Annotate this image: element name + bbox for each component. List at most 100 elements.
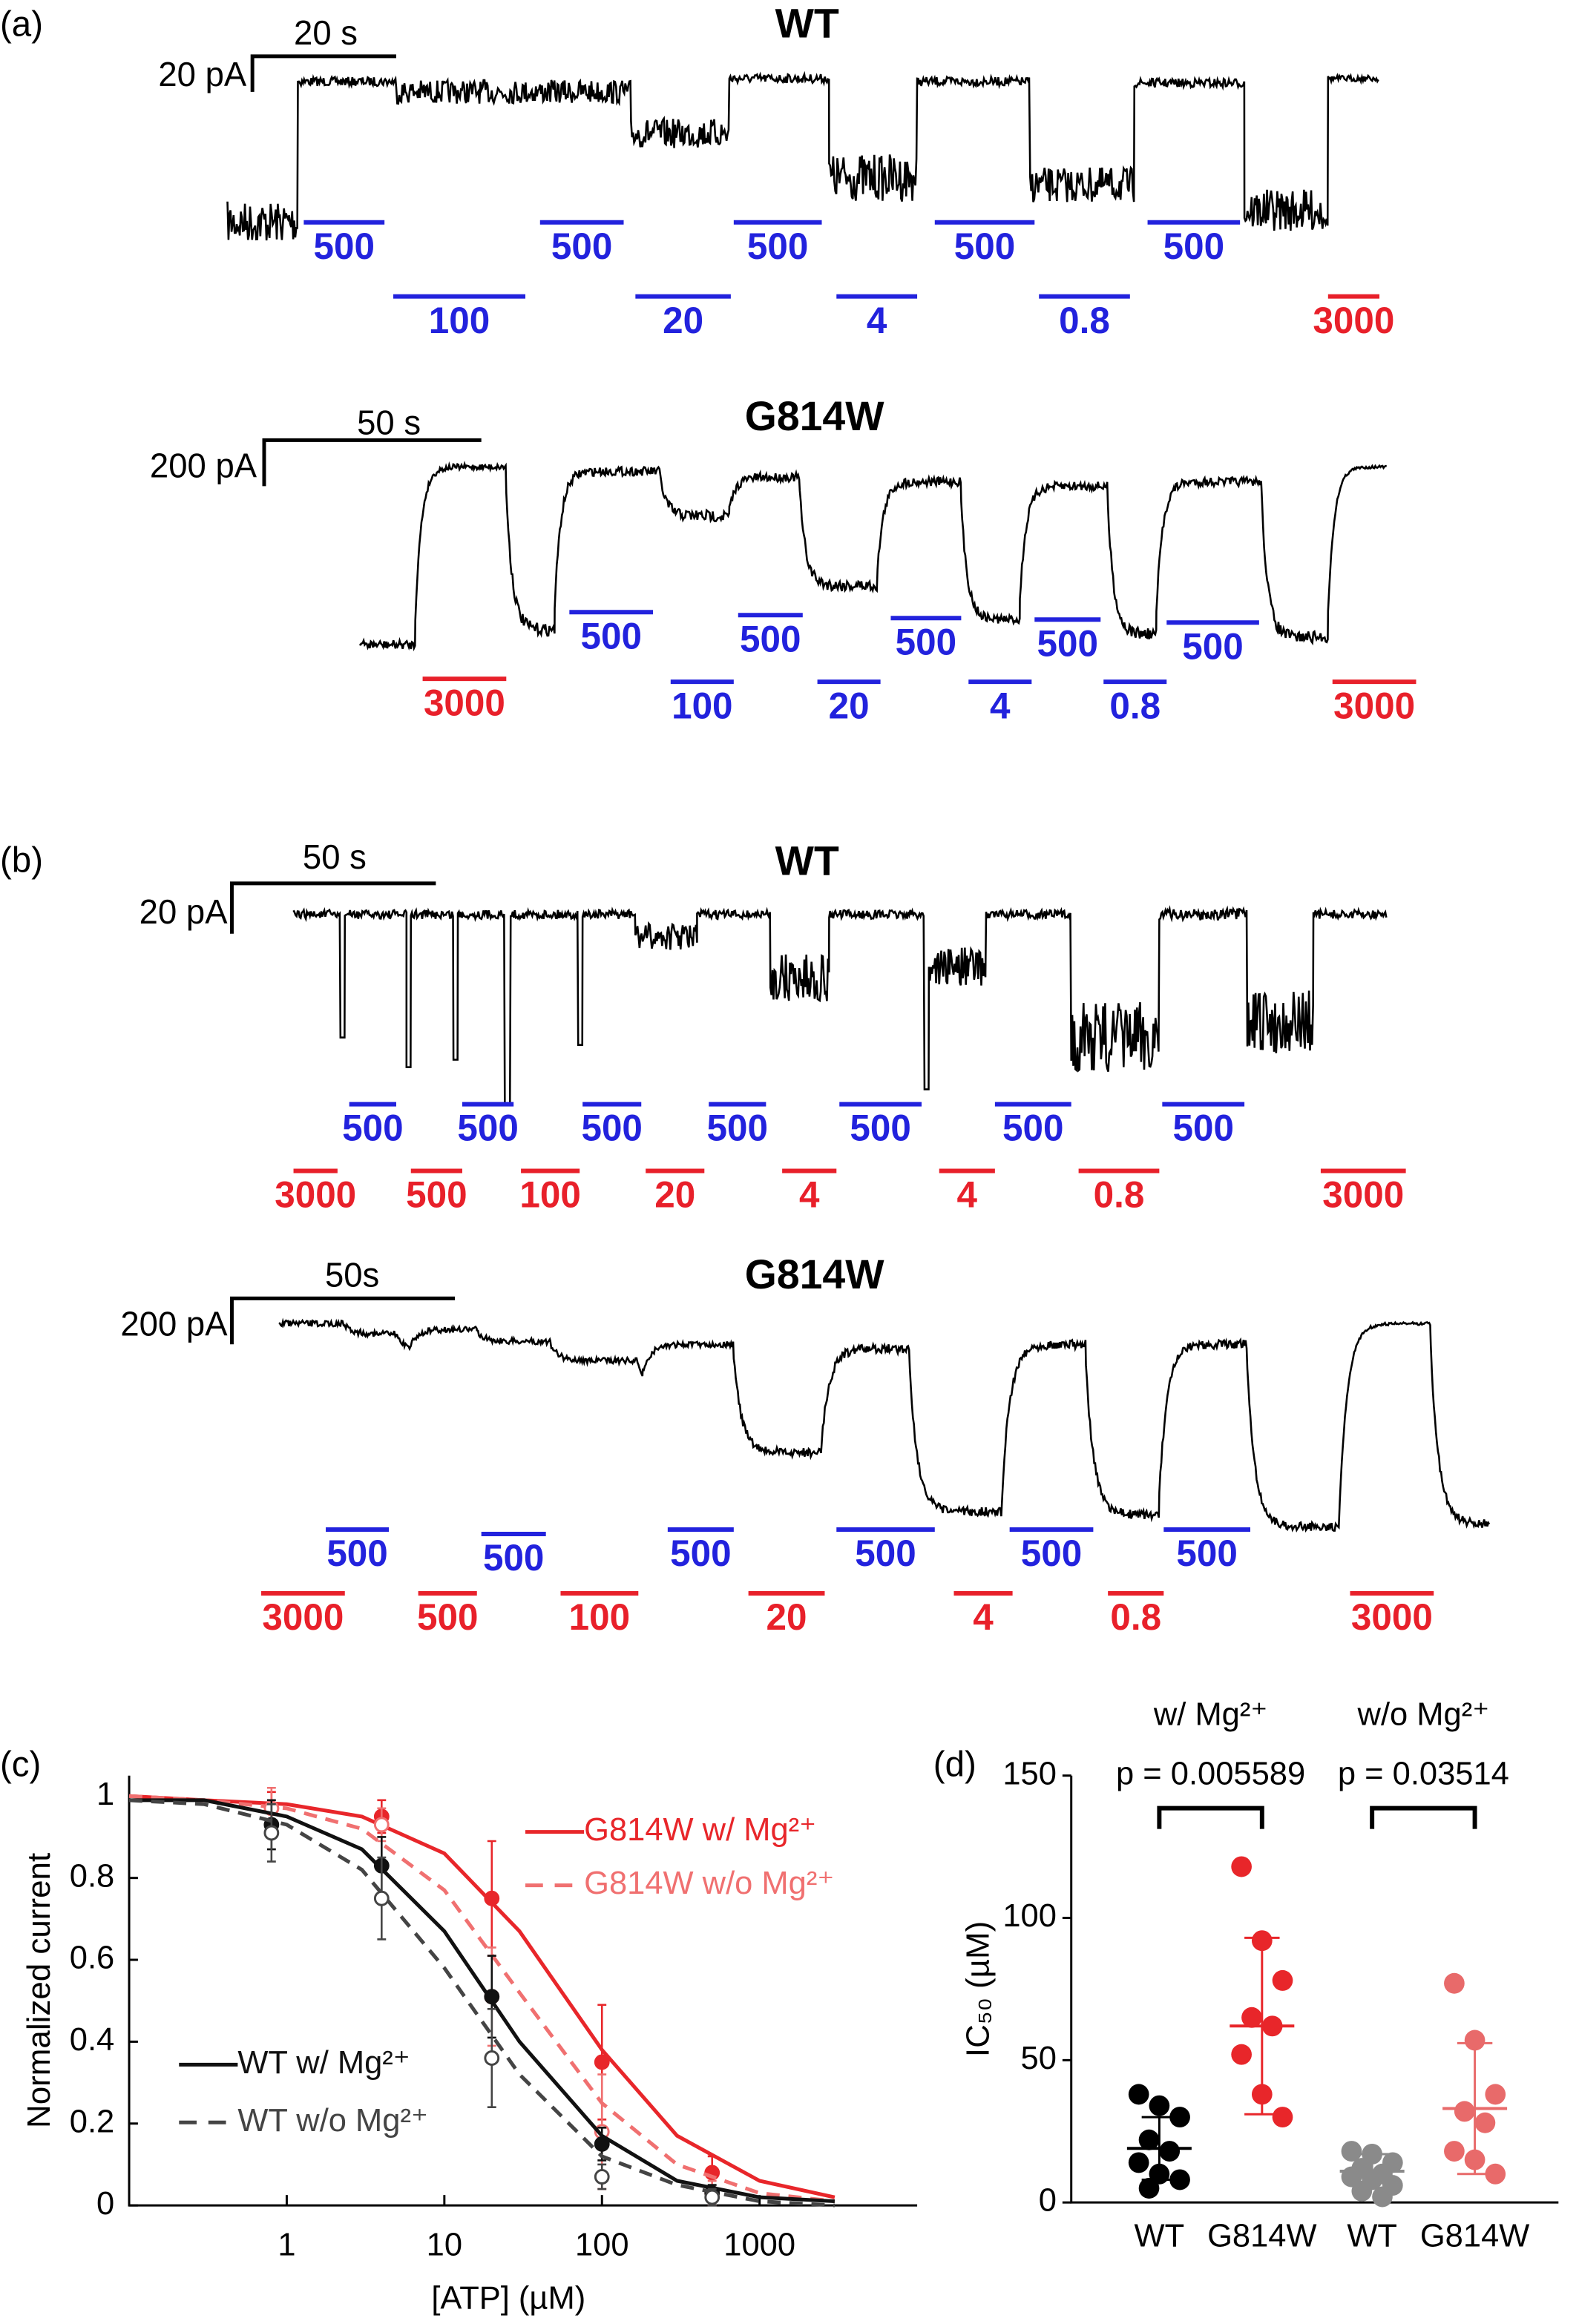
concentration-label: 500 (1163, 226, 1224, 267)
group-label: w/ Mg²⁺ (1153, 1696, 1267, 1732)
sd-bar (1354, 2153, 1390, 2190)
concentration-label: 0.8 (1059, 300, 1110, 341)
panel-label: (c) (0, 1745, 41, 1784)
legend-label: WT w/o Mg²⁺ (237, 2102, 428, 2139)
concentration-label: 20 (654, 1173, 695, 1215)
p-value: p = 0.03514 (1338, 1755, 1509, 1791)
data-point (1485, 2084, 1506, 2105)
current-trace (359, 461, 1387, 652)
concentration-label: 4 (799, 1173, 820, 1215)
panel-label: (d) (933, 1745, 976, 1784)
time-scale: 50s (325, 1256, 379, 1294)
data-point (1351, 2180, 1373, 2202)
concentration-label: 0.8 (1109, 685, 1161, 726)
sd-bar (1141, 2116, 1178, 2181)
group-label: w/o Mg²⁺ (1357, 1696, 1490, 1732)
concentration-label: 500 (954, 226, 1015, 267)
legend-label: WT w/ Mg²⁺ (237, 2044, 410, 2081)
y-tick-label: 0.8 (70, 1857, 114, 1894)
y-tick-label: 0.2 (70, 2103, 114, 2139)
current-scale: 200 pA (150, 447, 257, 484)
data-point (1341, 2141, 1362, 2162)
concentration-label: 100 (569, 1596, 630, 1638)
concentration-label: 500 (1037, 622, 1098, 664)
significance-bracket (1157, 1805, 1264, 1829)
x-tick-label: WT (1135, 2218, 1185, 2254)
time-scale: 20 s (294, 14, 358, 52)
legend-label: G814W w/ Mg²⁺ (584, 1811, 816, 1848)
concentration-label: 3000 (275, 1173, 356, 1215)
data-point (1372, 2186, 1393, 2208)
concentration-label: 500 (1002, 1107, 1063, 1149)
data-point (1138, 2129, 1160, 2150)
data-point (1272, 1969, 1293, 1991)
current-trace (292, 905, 1388, 1105)
concentration-label: 500 (406, 1173, 467, 1215)
significance-bracket (1370, 1805, 1477, 1829)
concentration-label: 3000 (262, 1596, 344, 1638)
x-tick-label: 1000 (723, 2227, 795, 2263)
x-axis-label: [ATP] (µM) (431, 2279, 585, 2316)
data-point (1272, 2107, 1293, 2128)
y-tick-label: 0 (1039, 2182, 1057, 2219)
y-tick-label: 0 (96, 2185, 114, 2222)
data-point (1474, 2112, 1496, 2133)
data-point (1241, 2007, 1262, 2028)
y-tick-label: 0.4 (70, 2021, 114, 2058)
p-value: p = 0.005589 (1116, 1755, 1305, 1791)
y-axis-label: IC₅₀ (µM) (960, 1921, 997, 2057)
concentration-label: 500 (855, 1533, 916, 1574)
data-point (594, 2136, 610, 2152)
scale-bar (230, 1296, 456, 1345)
concentration-label: 3000 (1333, 685, 1415, 726)
x-tick-label: WT (1347, 2218, 1397, 2254)
fit-curve (128, 1798, 836, 2208)
concentration-label: 4 (973, 1596, 994, 1638)
concentration-label: 4 (990, 685, 1011, 726)
data-point (1159, 2141, 1181, 2162)
data-point (1169, 2169, 1190, 2190)
scale-bar (250, 54, 396, 92)
y-tick-label: 1 (96, 1776, 114, 1812)
concentration-label: 3000 (1351, 1596, 1433, 1638)
data-point (1231, 1856, 1252, 1877)
y-tick-label: 100 (1002, 1897, 1057, 1934)
scale-bar (262, 438, 482, 487)
concentration-label: 20 (829, 685, 870, 726)
concentration-label: 500 (707, 1107, 768, 1149)
x-tick-label: G814W (1207, 2218, 1317, 2254)
data-point (1231, 2044, 1252, 2065)
concentration-label: 500 (551, 226, 612, 267)
concentration-label: 500 (457, 1107, 518, 1149)
concentration-label: 500 (1172, 1107, 1233, 1149)
x-tick-label: 10 (427, 2227, 462, 2263)
concentration-label: 20 (663, 300, 703, 341)
y-tick-label: 0.6 (70, 1939, 114, 1975)
scale-bar (230, 881, 436, 934)
panel-label: (b) (0, 840, 43, 880)
concentration-label: 500 (740, 618, 801, 659)
y-tick-label: 150 (1002, 1755, 1057, 1791)
concentration-label: 500 (1182, 625, 1243, 667)
data-point (263, 1825, 280, 1841)
concentration-label: 100 (519, 1173, 580, 1215)
fit-curve (128, 1794, 836, 2199)
concentration-label: 0.8 (1110, 1596, 1161, 1638)
data-point (484, 2050, 500, 2066)
data-point (704, 2189, 720, 2205)
concentration-label: 500 (1021, 1533, 1082, 1574)
concentration-label: 500 (483, 1537, 544, 1579)
fit-curve (129, 1798, 836, 2204)
concentration-label: 500 (1176, 1533, 1237, 1574)
data-point (594, 2054, 610, 2070)
x-tick-label: G814W (1420, 2218, 1530, 2254)
concentration-label: 500 (326, 1533, 387, 1574)
data-point (484, 1989, 500, 2005)
data-point (1138, 2177, 1160, 2199)
data-point (1128, 2152, 1149, 2173)
trace-title: WT (775, 0, 839, 46)
concentration-label: 500 (314, 226, 375, 267)
data-point (594, 2169, 610, 2185)
data-point (1444, 2141, 1465, 2162)
